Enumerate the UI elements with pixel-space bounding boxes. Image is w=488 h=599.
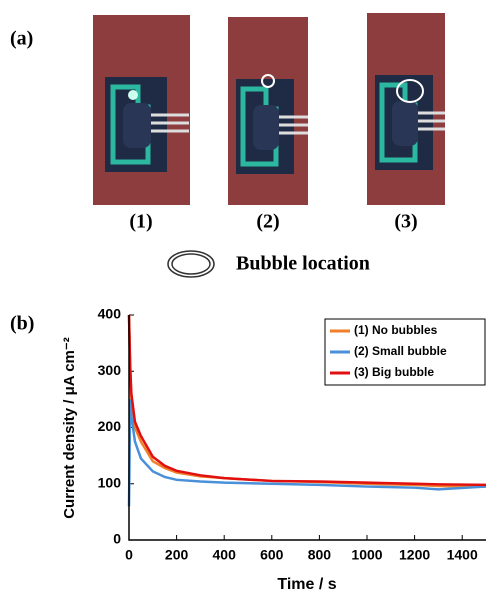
legend-label: (2) Small bubble [354, 344, 447, 358]
x-tick-label: 400 [213, 547, 237, 563]
x-tick-label: 1400 [447, 547, 478, 563]
bubble-icon [172, 254, 210, 274]
data-line [129, 399, 486, 506]
panel-label: (a) [10, 28, 33, 50]
bubble-icon [168, 251, 214, 277]
legend-label: (3) Big bubble [354, 365, 434, 379]
photo [367, 13, 445, 205]
x-tick-label: 600 [260, 547, 284, 563]
legend-text: Bubble location [236, 253, 370, 275]
y-tick-label: 300 [98, 362, 122, 378]
photo [228, 17, 308, 205]
photo [93, 15, 190, 205]
x-tick-label: 200 [165, 547, 189, 563]
photo-label: (1) [129, 211, 152, 233]
y-tick-label: 400 [98, 306, 122, 322]
legend-label: (1) No bubbles [354, 323, 438, 337]
figure: (a) (1) (2) (3) Bubble location (b) Time… [0, 0, 488, 599]
x-tick-label: 800 [308, 547, 332, 563]
x-axis-label: Time / s [277, 576, 336, 593]
photo-label: (3) [394, 211, 417, 233]
photo-label: (2) [256, 211, 279, 233]
y-tick-label: 0 [113, 531, 121, 547]
x-tick-label: 1200 [399, 547, 430, 563]
x-tick-label: 0 [125, 547, 133, 563]
y-tick-label: 200 [98, 418, 122, 434]
x-tick-label: 1000 [351, 547, 382, 563]
panel-label: (b) [10, 313, 34, 335]
y-tick-label: 100 [98, 474, 122, 490]
y-axis-label: Current density / μA cm⁻² [61, 337, 78, 519]
